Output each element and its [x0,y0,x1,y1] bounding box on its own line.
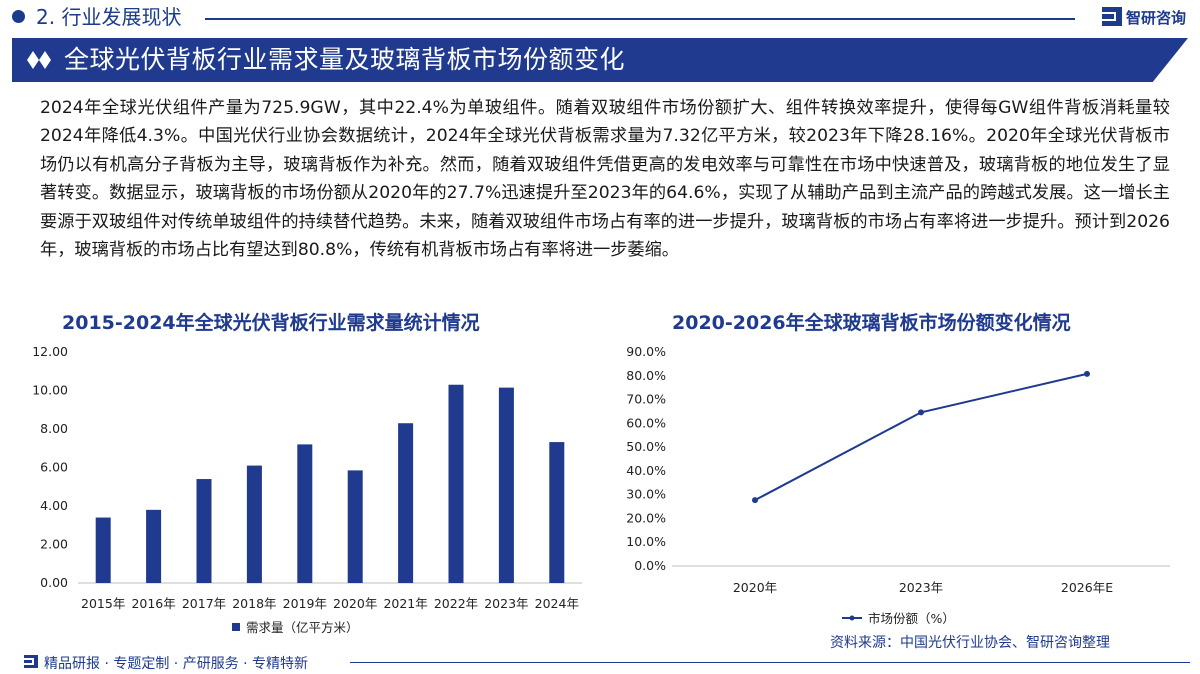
footer-logo-icon [24,655,38,669]
x-tick-label: 2022年 [434,596,478,611]
data-point [752,497,758,504]
y-tick-label: 0.0% [634,558,666,573]
bar [95,517,111,583]
y-tick-label: 10.0% [626,534,666,549]
x-tick-label: 2016年 [131,596,175,611]
logo-icon [1101,7,1122,27]
y-tick-label: 0.00 [40,575,68,590]
y-tick-label: 60.0% [626,415,666,430]
legend-marker [849,615,855,621]
y-tick-label: 2.00 [40,537,68,552]
bar-chart-title: 2015-2024年全球光伏背板行业需求量统计情况 [62,312,480,334]
x-tick-label: 2020年 [733,580,777,595]
x-tick-label: 2023年 [484,596,528,611]
footer-slogan: 精品研报 · 专题定制 · 产研服务 · 专精特新 [44,656,309,672]
line-chart: 0.0% 10.0% 20.0% 30.0% 40.0% 50.0% 60.0% 70.0% 8… [626,344,1170,625]
y-tick-label: 40.0% [626,463,666,478]
x-tick-label: 2020年 [333,596,377,611]
x-tick-label: 2024年 [535,596,579,611]
data-point [1084,370,1090,377]
legend-label: 市场份额（%） [868,611,955,625]
bar [347,470,363,583]
x-tick-label: 2018年 [232,596,276,611]
y-tick-label: 4.00 [40,498,68,513]
y-tick-label: 10.00 [32,383,68,398]
x-tick-label: 2023年 [899,580,943,595]
x-tick-label: 2026年E [1061,580,1113,595]
brand-logo: 智研咨询 [1101,5,1186,29]
bar [549,442,565,583]
page-title: 全球光伏背板行业需求量及玻璃背板市场份额变化 [64,45,626,74]
bar-chart: 0.00 2.00 4.00 6.00 8.00 10.00 12.00 2015年 2016年… [32,344,582,635]
y-tick-label: 30.0% [626,487,666,502]
diamond-icon [27,51,51,69]
x-tick-label: 2021年 [383,596,427,611]
y-tick-label: 20.0% [626,510,666,525]
bar [297,444,313,583]
y-tick-label: 50.0% [626,439,666,454]
x-tick-label: 2019年 [283,596,327,611]
y-tick-label: 70.0% [626,392,666,407]
section-header: 2. 行业发展现状 智研咨询 [0,0,1200,36]
footer: 精品研报 · 专题定制 · 产研服务 · 专精特新 [0,650,1200,674]
bar [146,509,162,583]
intro-paragraph: 2024年全球光伏组件产量为725.9GW，其中22.4%为单玻组件。随着双玻组… [40,98,1170,261]
data-point [918,409,924,416]
y-tick-label: 12.00 [32,344,68,359]
bar [448,384,464,583]
bar [398,423,414,583]
line-chart-title: 2020-2026年全球玻璃背板市场份额变化情况 [672,312,1071,334]
section-bullet-icon [12,10,25,23]
section-divider [205,18,1075,20]
bar [498,387,514,583]
y-tick-label: 80.0% [626,368,666,383]
legend-label: 需求量（亿平方米） [246,620,359,635]
series-line [754,372,1088,502]
title-banner: 全球光伏背板行业需求量及玻璃背板市场份额变化 [12,38,1188,82]
bar [246,465,262,583]
brand-name: 智研咨询 [1125,8,1186,27]
source-note: 资料来源：中国光伏行业协会、智研咨询整理 [830,635,1110,651]
footer-divider [350,662,1190,663]
x-tick-label: 2017年 [182,596,226,611]
section-label: 2. 行业发展现状 [36,5,182,29]
legend-swatch [232,623,240,631]
y-tick-label: 90.0% [626,344,666,359]
bar [196,479,212,583]
x-tick-label: 2015年 [81,596,125,611]
y-tick-label: 8.00 [40,421,68,436]
y-tick-label: 6.00 [40,460,68,475]
